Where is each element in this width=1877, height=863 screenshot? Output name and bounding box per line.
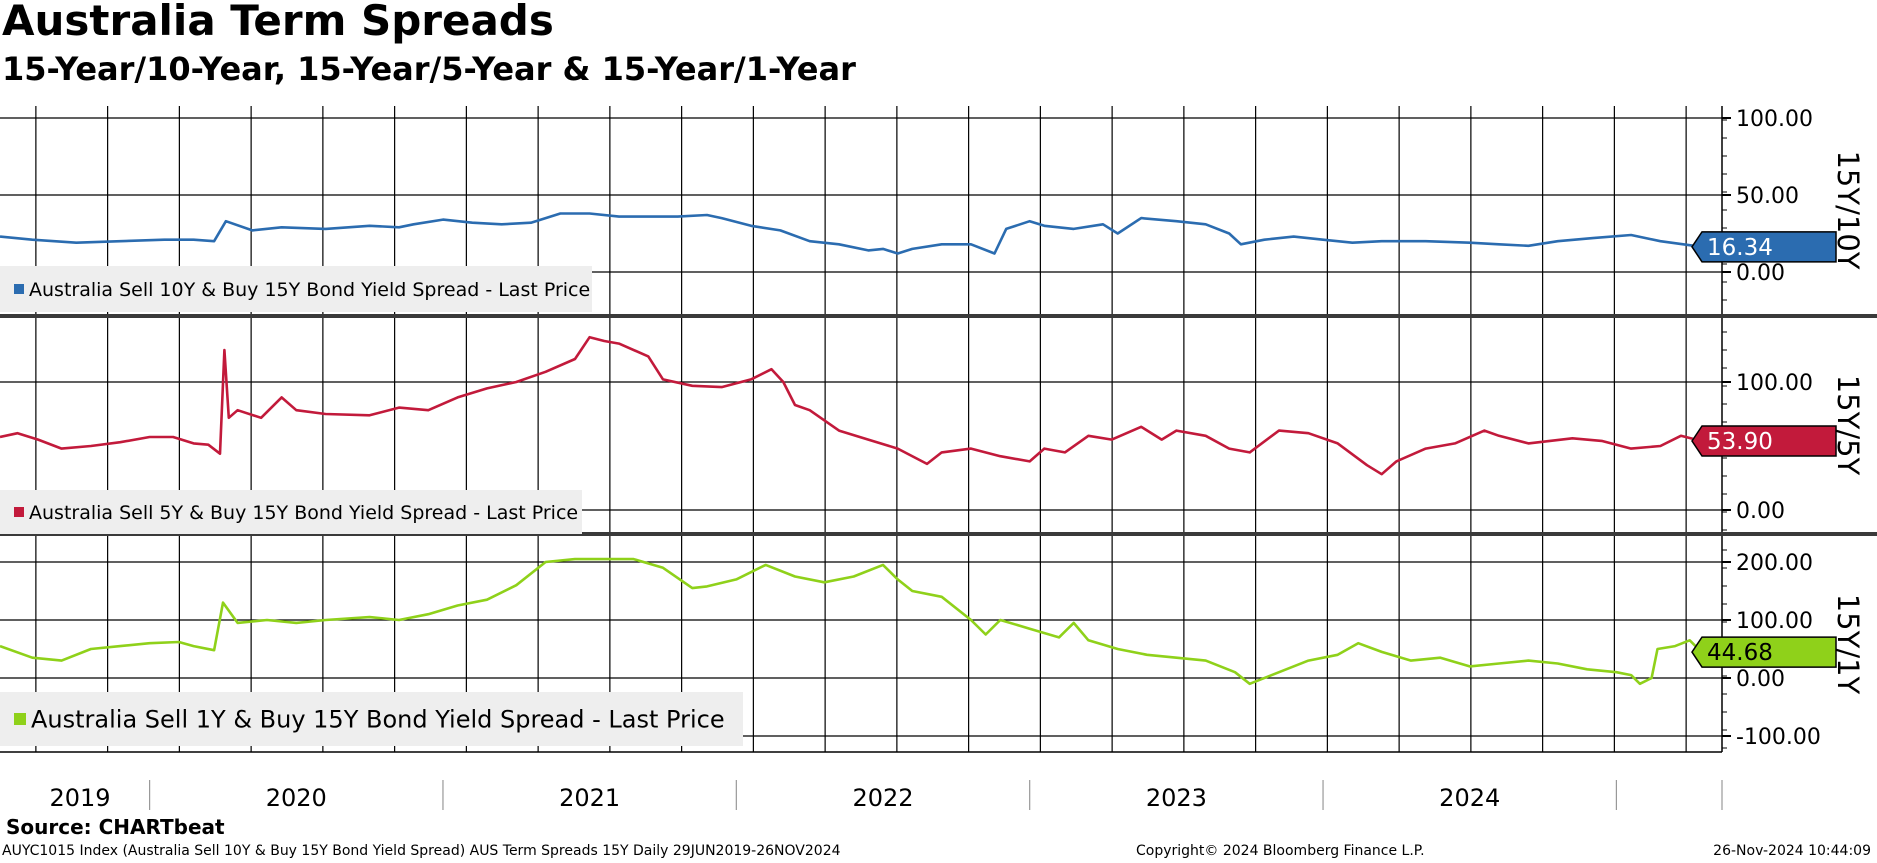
y-tick-label: 100.00 — [1736, 609, 1813, 634]
legend-swatch — [14, 713, 26, 725]
chart-legends: Australia Sell 10Y & Buy 15Y Bond Yield … — [0, 266, 743, 746]
last-value-label: 44.68 — [1707, 640, 1773, 666]
series-line-p10 — [0, 212, 1702, 255]
panel-axis-title: 15Y/5Y — [1831, 375, 1865, 476]
last-value-tag — [1691, 231, 1837, 263]
legend-box — [0, 490, 582, 534]
chart-gridlines — [0, 106, 1722, 752]
legend-label: Australia Sell 5Y & Buy 15Y Bond Yield S… — [29, 502, 578, 524]
panel-separator — [0, 314, 1877, 318]
last-value-tag — [1691, 636, 1837, 668]
legend-box — [0, 266, 592, 312]
footer-description: AUYC1015 Index (Australia Sell 10Y & Buy… — [2, 843, 841, 859]
chart-last-value-tags: 16.34 53.90 44.68 — [1691, 231, 1837, 668]
y-tick-label: 200.00 — [1736, 551, 1813, 576]
source-label: Source: CHARTbeat — [6, 815, 225, 839]
x-tick-label-year: 2022 — [852, 784, 913, 812]
legend-label: Australia Sell 10Y & Buy 15Y Bond Yield … — [29, 279, 590, 301]
y-tick-label: 0.00 — [1736, 667, 1785, 692]
y-tick-label: 100.00 — [1736, 371, 1813, 396]
legend-swatch — [14, 507, 24, 517]
x-tick-label-year: 2021 — [559, 784, 620, 812]
chart-title: Australia Term Spreads — [2, 0, 554, 45]
y-tick-label: 50.00 — [1736, 184, 1799, 209]
series-line-p1 — [0, 557, 1703, 686]
chart-series-lines — [0, 212, 1703, 686]
x-tick-label-year: 2024 — [1439, 784, 1500, 812]
y-tick-label: 0.00 — [1736, 499, 1785, 524]
legend-swatch — [14, 284, 24, 294]
legend-label: Australia Sell 1Y & Buy 15Y Bond Yield S… — [31, 706, 725, 734]
x-tick-label-year: 2020 — [266, 784, 327, 812]
last-value-label: 53.90 — [1707, 429, 1773, 455]
y-tick-label: 0.00 — [1736, 261, 1785, 286]
footer-timestamp: 26-Nov-2024 10:44:09 — [1713, 843, 1871, 859]
last-value-tag — [1691, 425, 1837, 457]
footer-copyright: Copyright© 2024 Bloomberg Finance L.P. — [1136, 843, 1425, 859]
chart-subtitle: 15-Year/10-Year, 15-Year/5-Year & 15-Yea… — [2, 50, 856, 88]
y-tick-label: 100.00 — [1736, 107, 1813, 132]
chart-x-axis: 2019 2020 2021 2022 2023 2024 — [0, 751, 1723, 812]
last-value-label: 16.34 — [1707, 235, 1773, 261]
panel-separator — [0, 532, 1877, 536]
series-line-p5 — [0, 335, 1702, 476]
x-tick-label-year: 2019 — [49, 784, 110, 812]
legend-box — [0, 692, 743, 746]
y-tick-label: -100.00 — [1736, 725, 1821, 750]
x-tick-label-year: 2023 — [1146, 784, 1207, 812]
